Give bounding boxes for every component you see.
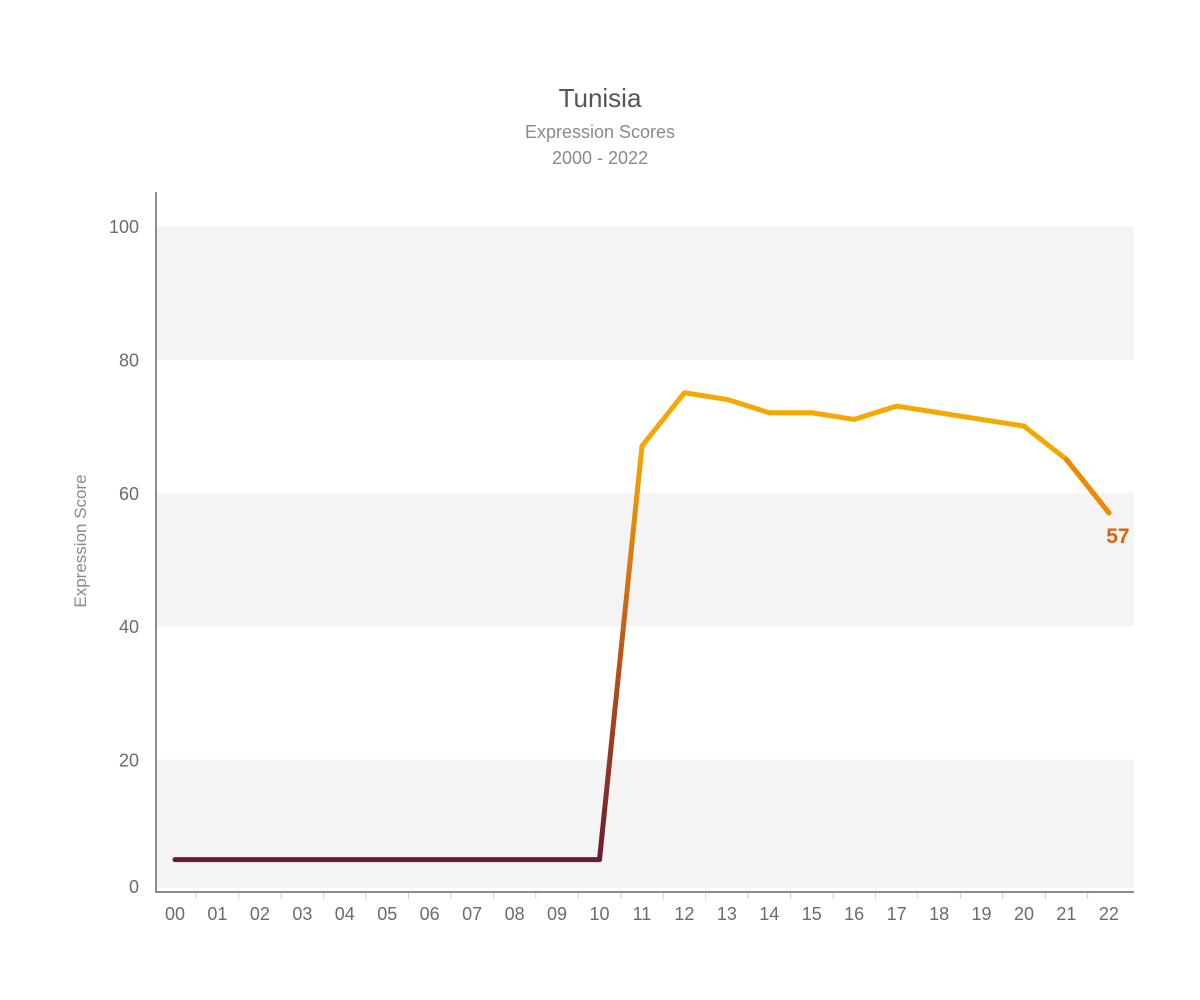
- end-value-label: 57: [1106, 525, 1129, 548]
- x-tick-label: 02: [250, 904, 270, 924]
- x-tick-label: 21: [1056, 904, 1076, 924]
- y-tick-label: 100: [109, 217, 139, 237]
- grid-bands: [156, 226, 1134, 888]
- chart-title: Tunisia: [559, 83, 642, 113]
- x-tick-label: 03: [292, 904, 312, 924]
- x-tick-label: 08: [505, 904, 525, 924]
- x-tick-label: 00: [165, 904, 185, 924]
- x-tick-label: 11: [633, 904, 652, 924]
- grid-band: [156, 492, 1134, 627]
- x-tick-label: 19: [972, 904, 992, 924]
- x-tick-label: 04: [335, 904, 355, 924]
- x-tick-label: 22: [1099, 904, 1119, 924]
- x-tick-label: 18: [929, 904, 949, 924]
- x-tick-label: 16: [844, 904, 864, 924]
- grid-band: [156, 226, 1134, 360]
- grid-band: [156, 759, 1134, 888]
- y-tick-label: 80: [119, 350, 139, 370]
- x-tick-label: 05: [377, 904, 397, 924]
- x-tick-label: 17: [887, 904, 907, 924]
- x-tick-label: 10: [589, 904, 609, 924]
- series-layer: [172, 390, 1112, 863]
- chart-date-range: 2000 - 2022: [552, 148, 648, 168]
- y-tick-label: 0: [129, 877, 139, 897]
- chart-subtitle: Expression Scores: [525, 122, 675, 142]
- y-axis-title: Expression Score: [71, 474, 90, 607]
- x-tick-label: 09: [547, 904, 567, 924]
- x-tick-label: 20: [1014, 904, 1034, 924]
- x-tick-label: 07: [462, 904, 482, 924]
- x-tick-label: 06: [420, 904, 440, 924]
- x-tick-label: 15: [802, 904, 822, 924]
- y-tick-label: 40: [119, 617, 139, 637]
- x-tick-label: 13: [717, 904, 737, 924]
- x-tick-label: 12: [674, 904, 694, 924]
- x-axis-ticks: 00 01 02 03 04 05 06 07 08 09 10 11 12 13 14 15 16 17 18 19…: [165, 893, 1119, 924]
- y-tick-label: 60: [119, 484, 139, 504]
- series-line: [172, 390, 1112, 863]
- y-tick-label: 20: [119, 751, 139, 771]
- x-tick-label: 14: [759, 904, 779, 924]
- y-axis-ticks: 0 20 40 60 80 100: [109, 217, 139, 897]
- x-tick-label: 01: [207, 904, 227, 924]
- series-line-tail: [1063, 456, 1112, 516]
